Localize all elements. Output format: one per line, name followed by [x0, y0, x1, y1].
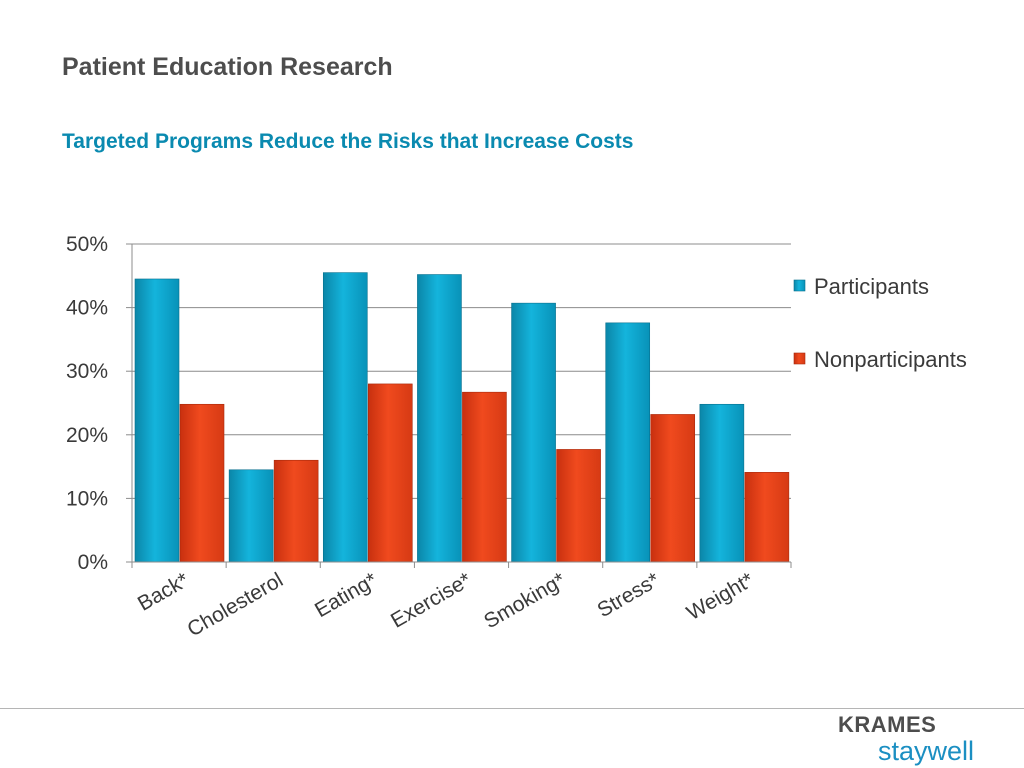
legend-swatch [793, 352, 806, 365]
bar-nonparticipants [367, 383, 413, 563]
bar-participants [699, 403, 745, 563]
y-tick-label: 0% [78, 551, 108, 574]
bar-nonparticipants [744, 472, 790, 563]
bar-participants [322, 272, 368, 563]
bar-nonparticipants [462, 391, 507, 563]
bar-participants [134, 278, 180, 563]
bar-participants [605, 322, 651, 563]
logo-text-staywell: staywell [878, 736, 975, 766]
logo-text-krames: KRAMES [838, 712, 937, 737]
y-tick-label: 40% [66, 297, 108, 320]
bar-nonparticipants [273, 459, 319, 563]
y-tick-label: 20% [66, 424, 108, 447]
bar-nonparticipants [650, 414, 696, 563]
slide-subtitle: Targeted Programs Reduce the Risks that … [62, 130, 634, 153]
x-category-label: Back* [134, 568, 193, 615]
x-category-label: Weight* [683, 568, 758, 624]
slide-title: Patient Education Research [62, 53, 393, 81]
y-tick-label: 50% [66, 233, 108, 256]
bar-nonparticipants [556, 449, 601, 563]
legend-swatch [793, 279, 806, 292]
bar-participants [228, 469, 274, 563]
krames-staywell-logo: KRAMES staywell [838, 712, 975, 766]
x-category-label: Exercise* [387, 568, 475, 632]
y-tick-label: 30% [66, 360, 108, 383]
bar-participants [417, 274, 462, 563]
x-category-label: Eating* [311, 568, 381, 622]
x-category-label: Smoking* [480, 568, 569, 633]
bar-nonparticipants [179, 403, 225, 563]
x-category-label: Stress* [593, 568, 663, 622]
bar-chart: 0% 10% 20% 30% 40% 50% Back*Cholesterol Eating*… [66, 233, 967, 641]
x-category-label: Cholesterol [184, 568, 288, 641]
legend: Participants Nonparticipants [793, 274, 967, 372]
y-tick-label: 10% [66, 487, 108, 510]
bars [134, 272, 790, 563]
legend-label: Participants [814, 274, 929, 299]
bar-participants [511, 302, 556, 563]
footer-divider [0, 708, 1024, 709]
legend-label: Nonparticipants [814, 347, 967, 372]
